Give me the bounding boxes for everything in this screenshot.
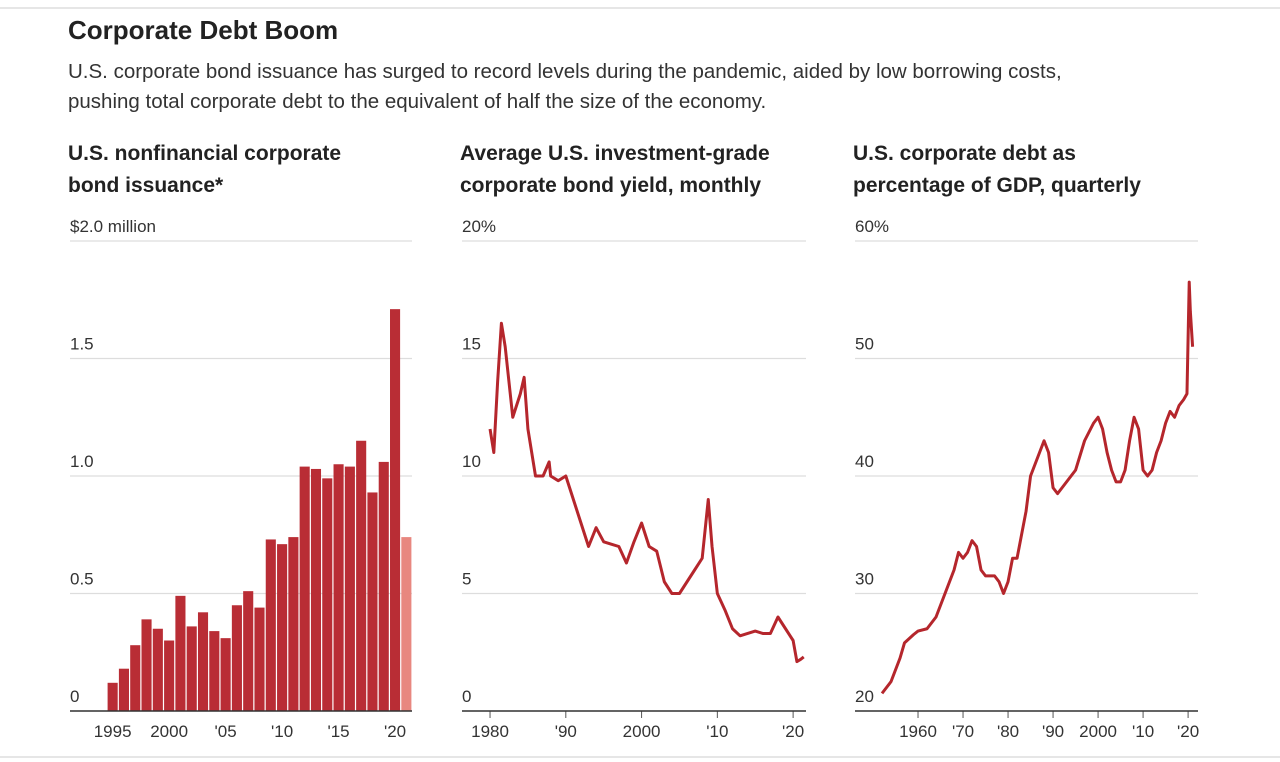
y-tick-label: 15 <box>462 335 481 354</box>
x-tick-label: '05 <box>215 722 237 741</box>
x-tick-label: '10 <box>1132 722 1154 741</box>
chart-title: U.S. corporate debt as <box>853 142 1076 165</box>
y-tick-label: 0 <box>462 687 471 706</box>
y-tick-label: 10 <box>462 452 481 471</box>
x-tick-label: 2000 <box>623 722 661 741</box>
chart-title: U.S. nonfinancial corporate <box>68 142 341 165</box>
bar <box>141 619 152 711</box>
x-tick-label: 2000 <box>1079 722 1117 741</box>
line <box>488 321 805 664</box>
x-tick-label: '70 <box>952 722 974 741</box>
bar <box>367 492 378 711</box>
bar <box>322 478 333 711</box>
bar <box>333 464 344 711</box>
x-tick-label: 1960 <box>899 722 937 741</box>
bar <box>209 631 220 711</box>
bar <box>401 537 412 711</box>
bar <box>164 640 175 711</box>
y-tick-label: 5 <box>462 570 471 589</box>
bar <box>344 466 355 711</box>
y-tick-label: 60% <box>855 217 889 236</box>
bar <box>118 668 129 711</box>
subtitle-line: pushing total corporate debt to the equi… <box>68 90 766 113</box>
x-tick-label: 1980 <box>471 722 509 741</box>
y-tick-label: 20 <box>855 687 874 706</box>
x-tick-label: '90 <box>1042 722 1064 741</box>
chart-title: bond issuance* <box>68 174 224 197</box>
bar <box>254 607 265 711</box>
bar <box>277 544 288 711</box>
y-tick-label: 0.5 <box>70 570 94 589</box>
x-tick-label: 1995 <box>94 722 132 741</box>
x-tick-label: '20 <box>1177 722 1199 741</box>
chart-title: corporate bond yield, monthly <box>460 174 761 197</box>
bar <box>299 466 310 711</box>
bar <box>265 539 276 711</box>
bar <box>378 461 389 711</box>
y-tick-label: 1.0 <box>70 452 94 471</box>
bar <box>197 612 209 711</box>
bar <box>390 309 401 711</box>
chart-title: Average U.S. investment-grade <box>460 142 770 165</box>
y-tick-label: 30 <box>855 570 874 589</box>
line <box>880 280 1195 695</box>
title: Corporate Debt Boom <box>68 15 338 45</box>
x-tick-label: '80 <box>997 722 1019 741</box>
bar <box>107 682 118 711</box>
bar <box>288 537 299 711</box>
bar <box>356 440 367 711</box>
bar <box>186 626 197 711</box>
bar <box>220 638 231 711</box>
bar <box>152 628 163 711</box>
bar <box>310 468 322 711</box>
subtitle-line: U.S. corporate bond issuance has surged … <box>68 60 1062 83</box>
bar <box>130 645 141 711</box>
x-tick-label: '20 <box>384 722 406 741</box>
x-tick-label: '10 <box>706 722 728 741</box>
x-tick-label: '15 <box>327 722 349 741</box>
y-tick-label: 20% <box>462 217 496 236</box>
y-tick-label: 0 <box>70 687 79 706</box>
y-tick-label: 50 <box>855 335 874 354</box>
x-tick-label: '20 <box>782 722 804 741</box>
chart-title: percentage of GDP, quarterly <box>853 174 1141 197</box>
x-tick-label: '10 <box>271 722 293 741</box>
y-tick-label: 40 <box>855 452 874 471</box>
bar <box>175 595 186 711</box>
bar <box>231 605 242 711</box>
x-tick-label: '90 <box>555 722 577 741</box>
y-tick-label: 1.5 <box>70 335 94 354</box>
bar <box>243 591 254 711</box>
x-tick-label: 2000 <box>150 722 188 741</box>
y-tick-label: $2.0 million <box>70 217 156 236</box>
